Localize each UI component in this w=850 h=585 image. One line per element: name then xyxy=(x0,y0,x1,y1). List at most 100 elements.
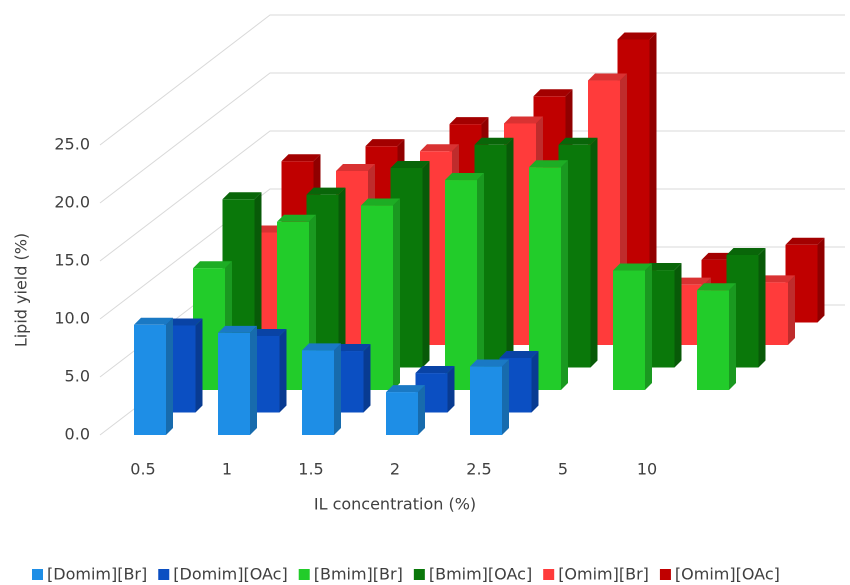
bar-top xyxy=(558,137,598,145)
legend-label: [Bmim][Br] xyxy=(314,565,403,584)
bar-top xyxy=(193,261,232,269)
bar-top xyxy=(474,137,514,145)
bar-top xyxy=(445,173,484,181)
bar-top xyxy=(386,385,425,393)
y-tick-label: 10.0 xyxy=(54,309,90,328)
bar-top xyxy=(470,359,509,367)
legend-swatch xyxy=(543,569,555,580)
bar-side xyxy=(422,160,430,368)
bar xyxy=(445,173,484,390)
bar-top xyxy=(390,160,430,168)
y-tick-label: 25.0 xyxy=(54,135,90,154)
bar xyxy=(470,359,509,435)
bar-side xyxy=(645,263,652,390)
legend-swatch xyxy=(413,569,425,580)
legend-swatch xyxy=(659,569,671,580)
bar-top xyxy=(331,344,371,352)
bar-front xyxy=(697,290,729,390)
legend-label: [Omim][Br] xyxy=(558,565,649,584)
legend-label: [Omim][OAc] xyxy=(675,565,780,584)
bar-side xyxy=(590,137,598,368)
bar-top xyxy=(504,116,543,124)
bar-side xyxy=(363,344,371,413)
bar-top xyxy=(785,237,825,245)
bar-top xyxy=(277,214,316,222)
bar-side xyxy=(758,247,766,368)
bar-top xyxy=(247,328,287,336)
bar-top xyxy=(365,139,405,147)
bar-top xyxy=(281,154,321,162)
x-tick-label: 1.5 xyxy=(298,460,323,479)
y-tick-label: 5.0 xyxy=(65,367,90,386)
bar-side xyxy=(531,350,539,413)
bar xyxy=(697,283,736,390)
y-axis-title: Lipid yield (%) xyxy=(12,233,31,347)
bar-side xyxy=(393,198,400,390)
legend-swatch xyxy=(158,569,170,580)
bar-side xyxy=(477,173,484,390)
bar-top xyxy=(218,325,257,333)
y-tick-label: 15.0 xyxy=(54,251,90,270)
bar-top xyxy=(222,192,262,200)
bar-top xyxy=(449,117,489,125)
bar-front xyxy=(445,180,477,390)
bar-side xyxy=(502,359,509,435)
bar-side xyxy=(166,317,173,435)
bar-top xyxy=(533,89,573,97)
bar-top xyxy=(726,247,766,255)
bar-front xyxy=(218,332,250,435)
bar-top xyxy=(529,160,568,168)
bar-front xyxy=(386,392,418,435)
bar-side xyxy=(195,318,203,413)
bar-side xyxy=(447,366,455,413)
legend-swatch xyxy=(298,569,310,580)
x-tick-label: 1 xyxy=(222,460,232,479)
bar-side xyxy=(279,328,287,413)
bar-top xyxy=(499,350,539,358)
bar-side xyxy=(250,325,257,435)
bar-front xyxy=(302,350,334,435)
bar-top xyxy=(134,317,173,325)
bar-side xyxy=(334,343,341,435)
bar xyxy=(134,317,173,435)
bar-side xyxy=(506,137,514,368)
bar-top xyxy=(336,164,375,171)
bar-side xyxy=(418,385,425,435)
grid-line xyxy=(99,14,845,146)
bar-top xyxy=(617,32,657,40)
bar-front xyxy=(134,324,166,435)
bar-side xyxy=(649,32,657,323)
bar-top xyxy=(306,187,346,195)
legend-label: [Domim][Br] xyxy=(47,565,147,584)
bar xyxy=(613,263,652,390)
legend-label: [Bmim][OAc] xyxy=(429,565,532,584)
bar-side xyxy=(254,192,262,368)
bar-top xyxy=(588,73,627,81)
bar-top xyxy=(642,263,682,271)
bar-top xyxy=(697,283,736,291)
x-tick-label: 2.5 xyxy=(466,460,491,479)
legend-label: [Domim][OAc] xyxy=(173,565,287,584)
bar-side xyxy=(674,263,682,368)
x-axis-title: IL concentration (%) xyxy=(314,495,476,514)
legend: [Domim][Br] [Domim][OAc] [Bmim][Br] [Bmim][… xyxy=(32,565,780,584)
legend-swatch xyxy=(32,569,43,580)
bar-front xyxy=(613,270,645,390)
bar-top xyxy=(613,263,652,271)
y-tick-label: 0.0 xyxy=(65,425,90,444)
bar-side xyxy=(338,187,346,368)
bar-side xyxy=(788,275,795,345)
x-tick-label: 2 xyxy=(390,460,400,479)
bar-top xyxy=(756,275,795,283)
bar-top xyxy=(420,144,459,152)
bar-top xyxy=(163,318,203,326)
bar-front xyxy=(470,366,502,435)
x-tick-label: 5 xyxy=(558,460,568,479)
bar xyxy=(218,325,257,435)
bar-side xyxy=(729,283,736,390)
bar xyxy=(386,385,425,435)
bar-top xyxy=(415,366,455,374)
x-tick-label: 10 xyxy=(637,460,657,479)
y-tick-label: 20.0 xyxy=(54,193,90,212)
